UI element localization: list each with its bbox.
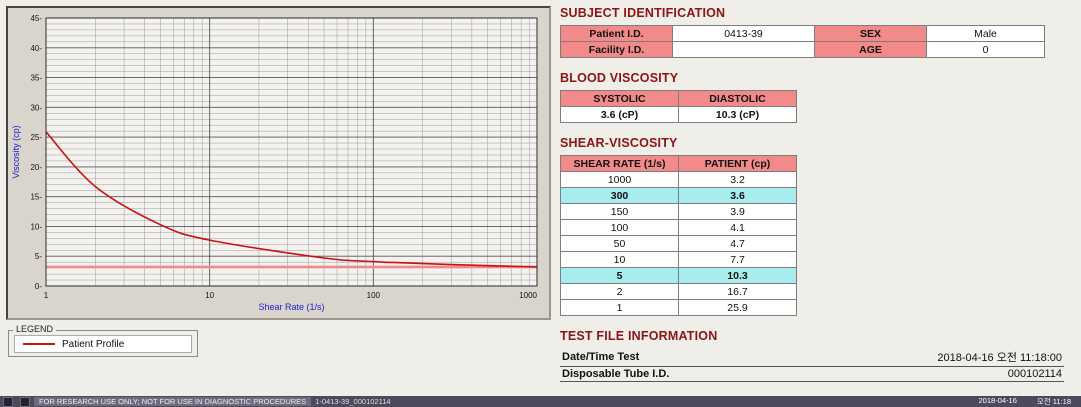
field-value: [672, 41, 815, 58]
shear-rate-value: 5: [560, 267, 679, 284]
shear-viscosity-title: SHEAR-VISCOSITY: [560, 136, 678, 150]
patient-viscosity-value: 7.7: [678, 251, 797, 268]
column-header: SHEAR RATE (1/s): [560, 155, 679, 172]
data-column: SUBJECT IDENTIFICATION Patient I.D. 0413-…: [560, 6, 1064, 395]
statusbar-date: 2018-04-16: [978, 396, 1017, 405]
patient-viscosity-value: 4.1: [678, 219, 797, 236]
statusbar-clock: 2018-04-16 오전 11:18: [979, 396, 1071, 407]
shear-rate-value: 1000: [560, 171, 679, 188]
chart-column: 0- 5- 10- 15- 20- 25- 30- 35- 40- 45- 1 10 100 1000 Sh…: [6, 6, 556, 357]
svg-text:30-: 30-: [30, 103, 42, 112]
svg-text:15-: 15-: [30, 193, 42, 202]
patient-viscosity-value: 3.9: [678, 203, 797, 220]
shear-rate-value: 100: [560, 219, 679, 236]
shear-rate-value: 150: [560, 203, 679, 220]
subject-identification-section: SUBJECT IDENTIFICATION Patient I.D. 0413-…: [560, 6, 1062, 58]
test-file-row: Date/Time Test 2018-04-16 오전 11:18:00: [560, 348, 1064, 367]
column-header: DIASTOLIC: [678, 90, 797, 107]
svg-text:100: 100: [367, 291, 381, 300]
blood-viscosity-section: BLOOD VISCOSITY SYSTOLIC DIASTOLIC 3.6 (cP…: [560, 71, 1062, 123]
blood-header-row: SYSTOLIC DIASTOLIC: [560, 90, 797, 107]
svg-text:25-: 25-: [30, 133, 42, 142]
y-axis-label: Viscosity (cp): [11, 125, 21, 178]
shear-data-row: 50 4.7: [560, 235, 797, 252]
shear-viscosity-table: SHEAR RATE (1/s) PATIENT (cp) 1000 3.2 300 3.…: [560, 155, 797, 316]
statusbar-filename: 1-0413-39_000102114: [315, 397, 391, 406]
patient-profile-curve: [45, 131, 538, 268]
shear-rate-value: 300: [560, 187, 679, 204]
viscosity-chart-panel: 0- 5- 10- 15- 20- 25- 30- 35- 40- 45- 1 10 100 1000 Sh…: [6, 6, 551, 320]
subject-row: Patient I.D. 0413-39 SEX Male: [560, 25, 1045, 42]
viscosity-chart: 0- 5- 10- 15- 20- 25- 30- 35- 40- 45- 1 10 100 1000 Sh…: [11, 14, 538, 312]
field-label: AGE: [814, 41, 927, 58]
svg-text:45-: 45-: [30, 14, 42, 23]
blood-viscosity-title: BLOOD VISCOSITY: [560, 71, 679, 85]
shear-data-row: 150 3.9: [560, 203, 797, 220]
shear-data-row: 1 25.9: [560, 299, 797, 316]
statusbar-message: FOR RESEARCH USE ONLY; NOT FOR USE IN DI…: [34, 397, 312, 406]
subject-identification-table: Patient I.D. 0413-39 SEX Male Facility I.D. A…: [560, 25, 1045, 58]
test-file-information-section: TEST FILE INFORMATION Date/Time Test 2018…: [560, 329, 1064, 382]
shear-data-row: 300 3.6: [560, 187, 797, 204]
patient-viscosity-value: 16.7: [678, 283, 797, 300]
field-value: 0: [926, 41, 1045, 58]
patient-viscosity-value: 3.6: [678, 187, 797, 204]
legend-line-sample: [23, 343, 55, 345]
legend-box: LEGEND Patient Profile: [8, 324, 198, 357]
svg-text:10-: 10-: [30, 222, 42, 231]
shear-rate-value: 10: [560, 251, 679, 268]
shear-data-row: 100 4.1: [560, 219, 797, 236]
statusbar-time: 오전 11:18: [1036, 397, 1071, 406]
patient-viscosity-value: 10.3: [678, 267, 797, 284]
shear-data-row: 10 7.7: [560, 251, 797, 268]
test-file-information-rows: Date/Time Test 2018-04-16 오전 11:18:00 Disp…: [560, 348, 1064, 382]
statusbar-app-icon[interactable]: [20, 396, 30, 407]
shear-rate-value: 2: [560, 283, 679, 300]
statusbar-window-icon[interactable]: [3, 396, 13, 407]
viscosity-value: 10.3 (cP): [678, 106, 797, 123]
legend-title: LEGEND: [13, 324, 57, 334]
shear-data-row: 2 16.7: [560, 283, 797, 300]
shear-header-row: SHEAR RATE (1/s) PATIENT (cp): [560, 155, 797, 172]
svg-text:35-: 35-: [30, 74, 42, 83]
shear-rate-value: 50: [560, 235, 679, 252]
test-file-value: 000102114: [1007, 368, 1062, 380]
svg-text:40-: 40-: [30, 44, 42, 53]
test-file-information-title: TEST FILE INFORMATION: [560, 329, 718, 343]
status-bar: FOR RESEARCH USE ONLY; NOT FOR USE IN DI…: [0, 396, 1081, 407]
field-value: 0413-39: [672, 25, 815, 42]
test-file-value: 2018-04-16 오전 11:18:00: [937, 352, 1062, 364]
viscosity-value: 3.6 (cP): [560, 106, 679, 123]
x-axis-label: Shear Rate (1/s): [258, 302, 324, 312]
blood-value-row: 3.6 (cP) 10.3 (cP): [560, 106, 797, 123]
legend-entry-label: Patient Profile: [62, 338, 125, 350]
test-file-label: Disposable Tube I.D.: [562, 368, 670, 380]
svg-text:1: 1: [44, 291, 49, 300]
blood-viscosity-table: SYSTOLIC DIASTOLIC 3.6 (cP) 10.3 (cP): [560, 90, 797, 123]
test-file-label: Date/Time Test: [562, 351, 640, 363]
svg-text:10: 10: [205, 291, 214, 300]
legend-entry: Patient Profile: [14, 335, 192, 353]
field-label: Facility I.D.: [560, 41, 673, 58]
column-header: SYSTOLIC: [560, 90, 679, 107]
shear-viscosity-section: SHEAR-VISCOSITY SHEAR RATE (1/s) PATIENT …: [560, 136, 1062, 316]
field-label: SEX: [814, 25, 927, 42]
patient-viscosity-value: 25.9: [678, 299, 797, 316]
patient-viscosity-value: 4.7: [678, 235, 797, 252]
svg-text:0-: 0-: [35, 282, 42, 291]
field-value: Male: [926, 25, 1045, 42]
shear-data-row: 5 10.3: [560, 267, 797, 284]
test-file-row: Disposable Tube I.D. 000102114: [560, 367, 1064, 382]
field-label: Patient I.D.: [560, 25, 673, 42]
shear-data-row: 1000 3.2: [560, 171, 797, 188]
svg-text:20-: 20-: [30, 163, 42, 172]
patient-viscosity-value: 3.2: [678, 171, 797, 188]
column-header: PATIENT (cp): [678, 155, 797, 172]
subject-identification-title: SUBJECT IDENTIFICATION: [560, 6, 726, 20]
shear-rate-value: 1: [560, 299, 679, 316]
subject-row: Facility I.D. AGE 0: [560, 41, 1045, 58]
svg-text:5-: 5-: [35, 252, 42, 261]
svg-text:1000: 1000: [519, 291, 537, 300]
